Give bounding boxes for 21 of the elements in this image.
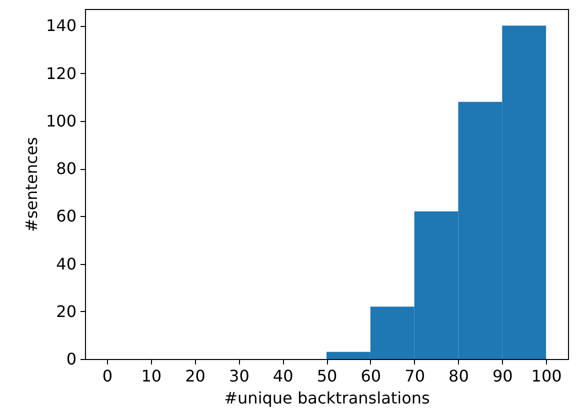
x-tick-label: 70: [404, 366, 425, 386]
y-tick-label: 80: [56, 159, 76, 178]
y-tick-label: 60: [56, 206, 76, 226]
y-tick-label: 0: [66, 350, 76, 368]
x-tick-label: 40: [272, 366, 294, 386]
x-tick-label: 50: [316, 366, 338, 386]
y-tick-label: 120: [46, 64, 76, 83]
y-axis-title: #sentences: [22, 137, 41, 232]
x-tick-label: 60: [360, 366, 382, 386]
x-tick-label: 80: [448, 366, 469, 386]
y-tick-label: 40: [56, 254, 76, 274]
x-axis-title: #unique backtranslations: [224, 388, 430, 408]
x-tick-label: 20: [185, 366, 206, 386]
y-tick-label: 20: [56, 302, 76, 321]
x-tick-label: 0: [102, 366, 113, 386]
x-tick-label: 100: [531, 366, 562, 386]
x-tick-label: 90: [492, 366, 513, 386]
y-tick-label: 140: [46, 16, 76, 36]
x-tick-label: 10: [141, 366, 162, 386]
x-tick-label: 30: [229, 366, 250, 386]
y-tick-label: 100: [46, 111, 76, 130]
